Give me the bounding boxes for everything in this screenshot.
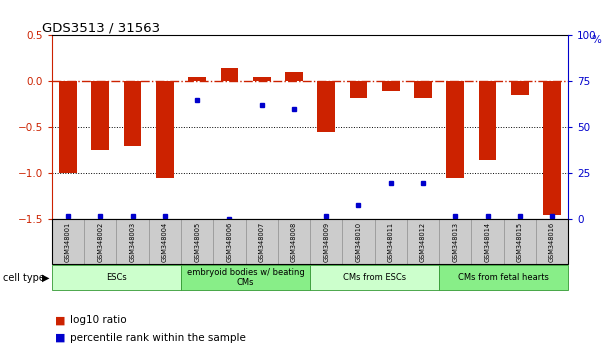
Bar — [285, 72, 303, 81]
Bar — [511, 81, 529, 95]
Bar — [59, 81, 77, 173]
Bar — [124, 81, 142, 146]
Text: ESCs: ESCs — [106, 273, 127, 282]
Bar — [221, 68, 238, 81]
Text: GSM348004: GSM348004 — [162, 222, 168, 262]
Text: GSM348014: GSM348014 — [485, 222, 491, 262]
Text: GSM348012: GSM348012 — [420, 222, 426, 262]
Bar — [543, 81, 561, 215]
Text: GSM348011: GSM348011 — [388, 222, 393, 262]
Bar — [382, 81, 400, 91]
Text: CMs from fetal hearts: CMs from fetal hearts — [458, 273, 549, 282]
Text: GSM348010: GSM348010 — [356, 222, 362, 262]
Text: embryoid bodies w/ beating
CMs: embryoid bodies w/ beating CMs — [187, 268, 304, 287]
Text: GSM348001: GSM348001 — [65, 222, 71, 262]
Bar — [478, 81, 496, 160]
Text: ■: ■ — [55, 333, 65, 343]
Bar — [349, 81, 367, 98]
Bar — [447, 81, 464, 178]
Text: GSM348002: GSM348002 — [97, 222, 103, 262]
Text: GDS3513 / 31563: GDS3513 / 31563 — [42, 21, 159, 34]
Text: GSM348015: GSM348015 — [517, 222, 523, 262]
Text: GSM348016: GSM348016 — [549, 222, 555, 262]
Bar — [188, 77, 206, 81]
Text: CMs from ESCs: CMs from ESCs — [343, 273, 406, 282]
Text: GSM348005: GSM348005 — [194, 222, 200, 262]
Bar — [414, 81, 432, 98]
Bar — [317, 81, 335, 132]
Text: GSM348009: GSM348009 — [323, 222, 329, 262]
Text: GSM348003: GSM348003 — [130, 222, 136, 262]
Text: GSM348006: GSM348006 — [227, 222, 232, 262]
Text: cell type: cell type — [3, 273, 45, 282]
Text: GSM348008: GSM348008 — [291, 222, 297, 262]
Bar — [253, 77, 271, 81]
Text: GSM348013: GSM348013 — [452, 222, 458, 262]
Text: ▶: ▶ — [42, 273, 49, 282]
Bar — [92, 81, 109, 150]
Bar — [156, 81, 174, 178]
Text: ■: ■ — [55, 315, 65, 325]
Text: log10 ratio: log10 ratio — [70, 315, 127, 325]
Text: %: % — [591, 35, 601, 45]
Text: GSM348007: GSM348007 — [258, 222, 265, 262]
Text: percentile rank within the sample: percentile rank within the sample — [70, 333, 246, 343]
